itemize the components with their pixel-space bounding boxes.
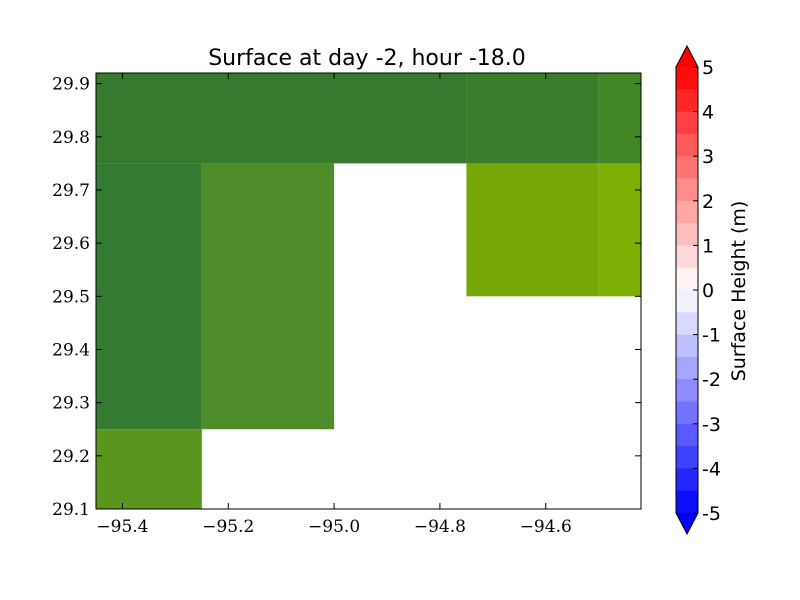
colorbar-level [676,67,698,90]
y-tick-label: 29.5 [52,287,90,307]
colorbar-tick-label: -1 [702,325,721,347]
colorbar-extend-min [676,513,698,534]
y-tick-label: 29.6 [52,234,90,254]
colorbar-level [676,468,698,492]
colorbar-tick-label: -2 [702,369,721,391]
colorbar-level [676,356,698,380]
colorbar-level [676,200,698,224]
y-tick-label: 29.1 [52,500,90,520]
colorbar-level [676,223,698,246]
heatmap-cell [201,163,335,430]
colorbar-level [676,334,698,358]
colorbar-extend-max [676,46,698,67]
colorbar-tick-label: 3 [702,146,714,168]
chart-title: Surface at day -2, hour -18.0 [208,46,526,71]
heatmap-cell [466,163,599,297]
colorbar-level [676,379,698,403]
colorbar-tick-label: 0 [702,280,714,302]
y-tick-label: 29.2 [52,447,90,467]
x-tick-label: −95.4 [96,517,148,537]
heatmap-cell [598,73,641,164]
y-tick-label: 29.9 [52,75,90,95]
y-tick-label: 29.3 [52,394,90,414]
colorbar-tick-label: 4 [702,102,714,124]
colorbar-tick-label: 5 [702,57,714,79]
colorbar-tick-label: 2 [702,191,714,213]
y-tick-label: 29.8 [52,128,90,148]
heatmap-cell [96,163,202,430]
heatmap-cell [96,429,202,509]
colorbar-tick-label: -4 [702,458,721,480]
colorbar-level [676,446,698,469]
colorbar-tick-label: -5 [702,503,721,525]
x-tick-label: −95.0 [308,517,360,537]
heatmap-cell [96,73,467,164]
colorbar-level [676,312,698,336]
colorbar-level [676,156,698,180]
heatmap-cells [96,73,641,509]
colorbar: 5 4 3 2 1 0 -1 -2 -3 -4 -5 [675,44,721,536]
colorbar-label: Surface Height (m) [728,201,750,382]
colorbar-tick-label: -3 [702,414,721,436]
colorbar-level [676,178,698,202]
plot-area-frame [95,72,642,510]
axis-ticks: −95.4 −95.2 −95.0 −94.8 −94.6 29.1 29.2 29.3 29.… [52,73,641,537]
y-tick-label: 29.7 [52,181,90,201]
colorbar-level [676,290,698,313]
colorbar-level [676,111,698,135]
heatmap-cell [466,73,599,164]
colorbar-level [676,490,698,514]
colorbar-level [676,245,698,269]
colorbar-level [676,401,698,425]
x-tick-label: −94.8 [414,517,466,537]
colorbar-level [676,267,698,291]
colorbar-level [676,423,698,447]
x-tick-label: −95.2 [202,517,254,537]
colorbar-level [676,133,698,157]
colorbar-tick-label: 1 [702,235,714,257]
y-tick-label: 29.4 [52,340,90,360]
heatmap-cell [598,163,641,297]
colorbar-level [676,89,698,113]
x-tick-label: −94.6 [520,517,572,537]
